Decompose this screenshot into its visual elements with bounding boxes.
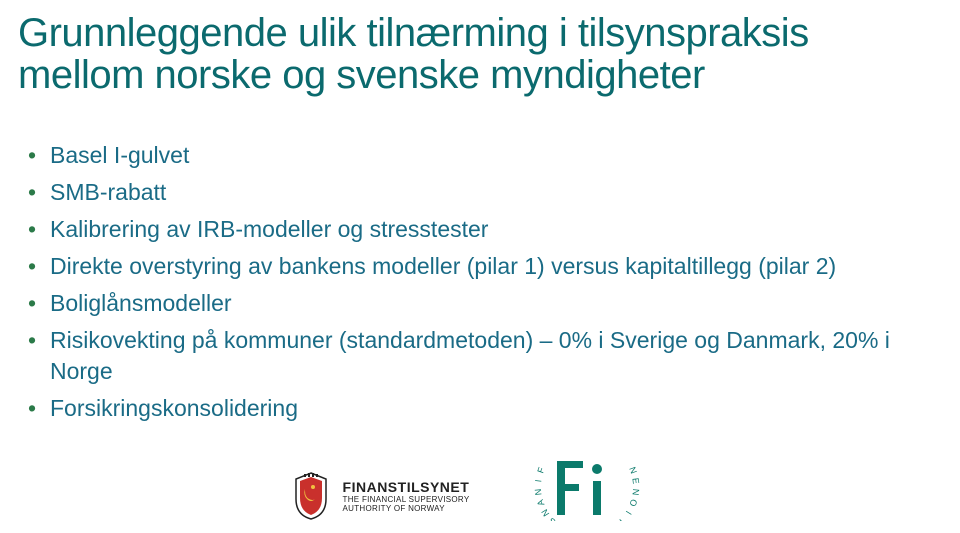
bullet-item: Direkte overstyring av bankens modeller … — [28, 251, 920, 282]
bullet-item: Forsikringskonsolidering — [28, 393, 920, 424]
svg-text:N: N — [631, 488, 642, 495]
svg-text:I: I — [624, 509, 634, 516]
bullet-text: Forsikringskonsolidering — [50, 395, 298, 421]
finanstilsynet-sub2: AUTHORITY OF NORWAY — [343, 504, 470, 513]
svg-text:A: A — [535, 498, 546, 507]
bullet-text: Kalibrering av IRB-modeller og stresstes… — [50, 216, 488, 242]
slide-title: Grunnleggende ulik tilnærming i tilsynsp… — [18, 12, 940, 96]
bullet-item: SMB-rabatt — [28, 177, 920, 208]
bullet-text: Boliglånsmodeller — [50, 290, 232, 316]
bullet-text: Direkte overstyring av bankens modeller … — [50, 253, 836, 279]
svg-text:S: S — [547, 516, 558, 521]
bullet-text: Risikovekting på kommuner (standardmetod… — [50, 327, 890, 384]
bullet-item: Boliglånsmodeller — [28, 288, 920, 319]
svg-text:T: T — [616, 516, 627, 521]
svg-text:O: O — [628, 498, 640, 508]
svg-text:N: N — [540, 507, 552, 518]
bullet-item: Basel I-gulvet — [28, 140, 920, 171]
finanstilsynet-sub1: THE FINANCIAL SUPERVISORY — [343, 495, 470, 504]
logo-row: FINANSTILSYNET THE FINANCIAL SUPERVISORY… — [0, 431, 960, 521]
svg-text:N: N — [628, 466, 640, 476]
bullet-item: Risikovekting på kommuner (standardmetod… — [28, 325, 920, 387]
title-line-1: Grunnleggende ulik tilnærming i tilsynsp… — [18, 11, 809, 55]
svg-text:I: I — [534, 479, 544, 483]
finanstilsynet-logo: FINANSTILSYNET THE FINANCIAL SUPERVISORY… — [291, 471, 470, 521]
svg-text:E: E — [631, 477, 642, 484]
bullet-text: Basel I-gulvet — [50, 142, 189, 168]
bullet-list: Basel I-gulvet SMB-rabatt Kalibrering av… — [28, 140, 920, 430]
svg-text:F: F — [536, 466, 547, 475]
finansinspektionen-logo: FINANSINSPEKTIONEN — [529, 431, 669, 521]
finanstilsynet-name: FINANSTILSYNET — [343, 479, 470, 495]
bullet-item: Kalibrering av IRB-modeller og stresstes… — [28, 214, 920, 245]
bullet-text: SMB-rabatt — [50, 179, 166, 205]
norway-coat-of-arms-icon — [291, 471, 331, 521]
finanstilsynet-text: FINANSTILSYNET THE FINANCIAL SUPERVISORY… — [343, 479, 470, 513]
fi-logo-icon: FINANSINSPEKTIONEN — [529, 431, 669, 521]
svg-text:N: N — [533, 488, 544, 495]
title-line-2: mellom norske og svenske myndigheter — [18, 53, 705, 97]
